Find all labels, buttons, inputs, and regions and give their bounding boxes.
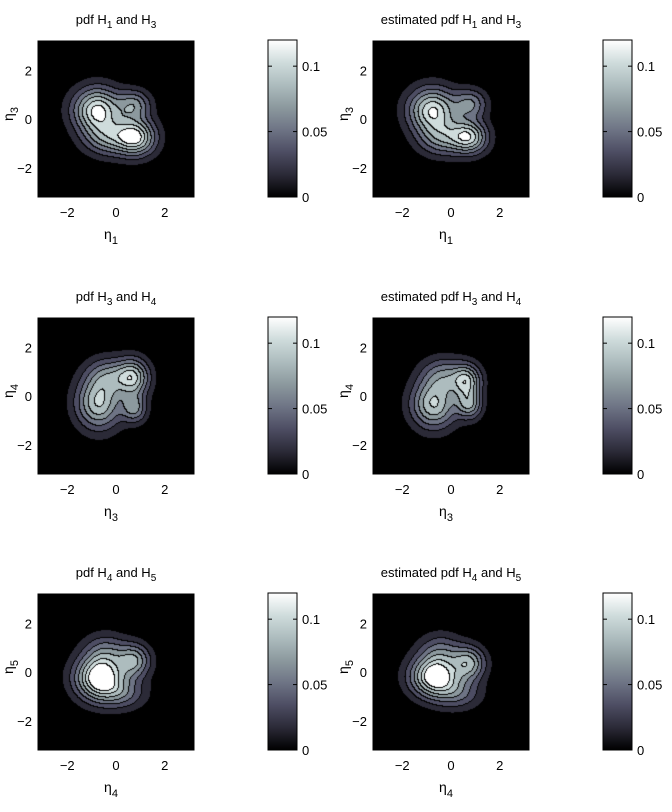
y-tick-label: −2 <box>352 161 367 176</box>
density-field <box>38 594 194 750</box>
density-field <box>373 318 529 474</box>
y-tick-label: −2 <box>17 714 32 729</box>
colorbar-tick-label: 0.05 <box>302 125 327 140</box>
colorbar <box>267 592 298 751</box>
y-tick-label: 0 <box>25 112 32 127</box>
y-tick-label: 0 <box>360 665 367 680</box>
x-tick-label: −2 <box>395 758 410 773</box>
colorbar-tick-label: 0 <box>637 743 644 758</box>
subplot-6: estimated pdf H4 and H5 −2 0 2 −2 0 2 η4 η5 0 0.05… <box>335 565 662 800</box>
colorbar-tick-label: 0.1 <box>302 59 320 74</box>
x-tick-label: −2 <box>60 205 75 220</box>
y-tick-label: 0 <box>25 665 32 680</box>
x-tick-label: −2 <box>395 205 410 220</box>
x-tick-label: 0 <box>112 758 119 773</box>
y-tick-label: 2 <box>25 616 32 631</box>
colorbar-tick-label: 0.1 <box>302 336 320 351</box>
y-axis-label: η4 <box>335 384 356 398</box>
y-axis-label: η3 <box>335 107 356 121</box>
x-tick-label: −2 <box>395 482 410 497</box>
x-tick-label: −2 <box>60 482 75 497</box>
y-axis-label: η5 <box>0 660 21 674</box>
colorbar <box>267 39 298 198</box>
y-tick-label: 2 <box>25 340 32 355</box>
density-field <box>38 318 194 474</box>
x-tick-label: 0 <box>112 205 119 220</box>
colorbar <box>602 39 633 198</box>
y-tick-label: −2 <box>352 714 367 729</box>
colorbar-tick-label: 0.05 <box>637 125 662 140</box>
colorbar <box>602 592 633 751</box>
plot-title: pdf H4 and H5 <box>76 565 157 584</box>
colorbar-tick-label: 0 <box>637 190 644 205</box>
colorbar-tick-label: 0.05 <box>302 678 327 693</box>
y-tick-label: 0 <box>360 112 367 127</box>
plot-title: pdf H3 and H4 <box>76 289 157 308</box>
y-tick-label: 2 <box>25 63 32 78</box>
y-tick-label: 0 <box>25 389 32 404</box>
x-tick-label: 0 <box>447 205 454 220</box>
colorbar-tick-label: 0.1 <box>302 612 320 627</box>
colorbar-tick-label: 0.05 <box>637 402 662 417</box>
y-tick-label: −2 <box>17 161 32 176</box>
density-field <box>38 41 194 197</box>
y-axis-label: η3 <box>0 107 21 121</box>
x-tick-label: 2 <box>161 205 168 220</box>
colorbar-tick-label: 0 <box>302 743 309 758</box>
y-tick-label: 0 <box>360 389 367 404</box>
x-axis-label: η4 <box>104 779 118 800</box>
y-axis-label: η5 <box>335 660 356 674</box>
x-tick-label: −2 <box>60 758 75 773</box>
x-axis-label: η3 <box>439 503 453 524</box>
x-tick-label: 2 <box>496 205 503 220</box>
x-tick-label: 0 <box>447 758 454 773</box>
colorbar-tick-label: 0.05 <box>637 678 662 693</box>
y-tick-label: 2 <box>360 340 367 355</box>
y-axis-label: η4 <box>0 384 21 398</box>
density-field <box>373 41 529 197</box>
plot-title: estimated pdf H3 and H4 <box>381 289 522 308</box>
subplot-2: estimated pdf H1 and H3 −2 0 2 −2 0 2 η1 η3 0 0.05… <box>335 12 662 247</box>
x-tick-label: 2 <box>161 758 168 773</box>
x-tick-label: 0 <box>447 482 454 497</box>
x-axis-label: η1 <box>104 226 118 247</box>
y-tick-label: 2 <box>360 616 367 631</box>
subplot-3: pdf H3 and H4 −2 0 2 −2 0 2 η3 η4 0 0.05 0.1 <box>0 289 327 524</box>
density-field <box>373 594 529 750</box>
x-axis-label: η1 <box>439 226 453 247</box>
y-tick-label: −2 <box>17 438 32 453</box>
x-tick-label: 2 <box>161 482 168 497</box>
subplot-4: estimated pdf H3 and H4 −2 0 2 −2 0 2 η3 η4 0 0.05… <box>335 289 662 524</box>
plot-title: estimated pdf H1 and H3 <box>381 12 522 31</box>
subplot-1: pdf H1 and H3 −2 0 2 −2 0 2 η1 η3 0 0.05 0.1 <box>0 12 327 247</box>
colorbar-tick-label: 0.1 <box>637 336 655 351</box>
x-tick-label: 2 <box>496 758 503 773</box>
colorbar-tick-label: 0 <box>302 467 309 482</box>
colorbar <box>267 316 298 475</box>
colorbar-tick-label: 0.1 <box>637 612 655 627</box>
colorbar-tick-label: 0 <box>302 190 309 205</box>
y-tick-label: −2 <box>352 438 367 453</box>
plot-title: estimated pdf H4 and H5 <box>381 565 522 584</box>
colorbar <box>602 316 633 475</box>
x-axis-label: η4 <box>439 779 453 800</box>
plot-title: pdf H1 and H3 <box>76 12 157 31</box>
x-axis-label: η3 <box>104 503 118 524</box>
y-tick-label: 2 <box>360 63 367 78</box>
subplot-5: pdf H4 and H5 −2 0 2 −2 0 2 η4 η5 0 0.05 0.1 <box>0 565 327 800</box>
x-tick-label: 2 <box>496 482 503 497</box>
colorbar-tick-label: 0.05 <box>302 402 327 417</box>
x-tick-label: 0 <box>112 482 119 497</box>
colorbar-tick-label: 0 <box>637 467 644 482</box>
colorbar-tick-label: 0.1 <box>637 59 655 74</box>
